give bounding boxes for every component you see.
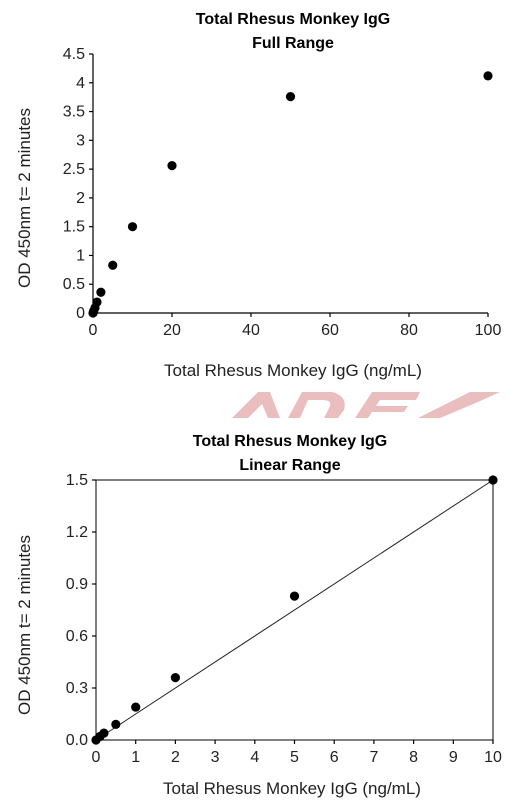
data-point [99, 728, 109, 738]
y-axis-label: OD 450nm t= 2 minutes [15, 108, 34, 288]
chart-title: Total Rhesus Monkey IgG [196, 11, 390, 28]
x-tick-labels: 0 1 2 3 4 5 6 7 8 9 10 [92, 740, 502, 766]
x-tick-label: 7 [369, 749, 378, 766]
y-tick-label: 3.5 [63, 104, 85, 121]
data-point [167, 161, 177, 171]
chart-subtitle: Full Range [252, 35, 334, 52]
data-points [91, 475, 498, 745]
y-tick-label: 2.5 [63, 161, 85, 178]
y-tick-label: 1.5 [66, 472, 88, 489]
x-tick-label: 8 [409, 749, 418, 766]
x-tick-label: 0 [92, 749, 101, 766]
chart-subtitle: Linear Range [239, 457, 340, 474]
y-tick-label: 4.5 [63, 46, 85, 63]
watermark [232, 392, 500, 418]
x-tick-label: 20 [163, 322, 181, 339]
x-tick-label: 40 [242, 322, 260, 339]
data-point [127, 222, 138, 232]
y-tick-label: 1.2 [66, 524, 88, 541]
x-axis-label: Total Rhesus Monkey IgG (ng/mL) [164, 361, 422, 380]
y-tick-label: 0 [76, 305, 85, 322]
data-point [92, 297, 102, 307]
y-tick-label: 0.9 [66, 576, 88, 593]
x-axis-label: Total Rhesus Monkey IgG (ng/mL) [163, 779, 421, 798]
x-tick-label: 3 [211, 749, 220, 766]
x-tick-label: 2 [171, 749, 180, 766]
chart-linear-range: Total Rhesus Monkey IgG Linear Range 0.0… [15, 433, 502, 798]
y-tick-labels: 0 0.5 1 1.5 2 2.5 3 3.5 4 4.5 [63, 46, 93, 322]
x-tick-label: 1 [131, 749, 140, 766]
axes [92, 54, 488, 314]
data-point [131, 702, 141, 712]
y-tick-labels: 0.0 0.3 0.6 0.9 1.2 1.5 [66, 472, 96, 749]
x-tick-label: 10 [484, 749, 502, 766]
trendline [95, 479, 494, 741]
x-tick-label: 5 [290, 749, 299, 766]
y-tick-label: 1 [76, 247, 85, 264]
data-point [170, 673, 180, 683]
data-point [488, 475, 498, 485]
y-tick-label: 0.0 [66, 732, 88, 749]
y-tick-label: 3 [76, 132, 85, 149]
x-tick-label: 6 [330, 749, 339, 766]
y-tick-label: 0.6 [66, 628, 88, 645]
y-tick-label: 0.5 [63, 276, 85, 293]
x-tick-label: 100 [475, 322, 502, 339]
chart-title: Total Rhesus Monkey IgG [193, 433, 387, 450]
data-point [289, 591, 300, 601]
data-point [483, 71, 493, 81]
x-tick-label: 4 [250, 749, 259, 766]
y-tick-label: 4 [76, 75, 85, 92]
x-tick-label: 60 [321, 322, 339, 339]
y-tick-label: 2 [76, 190, 85, 207]
chart-full-range: Total Rhesus Monkey IgG Full Range 0 0.5 1… [15, 11, 501, 380]
x-tick-label: 80 [400, 322, 418, 339]
x-tick-label: 9 [449, 749, 458, 766]
fit-line [95, 479, 494, 741]
data-point [108, 260, 118, 270]
x-tick-label: 0 [89, 322, 98, 339]
data-points [88, 71, 493, 318]
data-point [96, 287, 106, 297]
y-tick-label: 1.5 [63, 219, 85, 236]
x-tick-labels: 0 20 40 60 80 100 [89, 313, 502, 339]
y-axis-label: OD 450nm t= 2 minutes [15, 535, 34, 715]
data-point [111, 719, 121, 730]
y-tick-label: 0.3 [66, 680, 88, 697]
data-point [285, 91, 296, 102]
